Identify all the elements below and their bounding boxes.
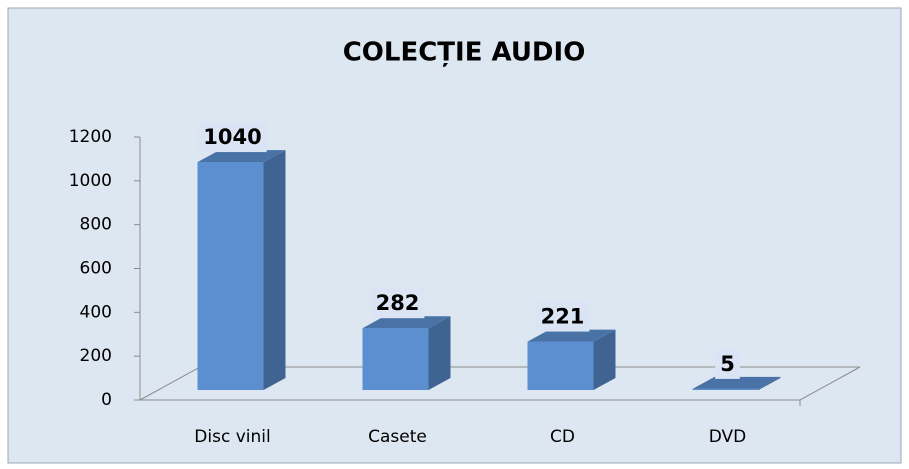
data-label: 282 [376,291,420,315]
y-tick-label: 800 [80,215,112,235]
data-label: 221 [541,305,585,329]
bar-side [758,376,781,390]
y-tick-label: 1200 [69,127,112,147]
bar-front [527,341,594,390]
y-tick-label: 200 [80,346,112,366]
x-tick-label: Casete [368,427,427,447]
bar-top [527,329,616,342]
bar-front [692,388,759,390]
bar-side [428,316,451,390]
bar-top [692,376,781,389]
data-label-background [535,301,590,332]
bar-side [593,329,616,390]
y-tick-label: 1000 [69,171,112,191]
x-tick-label: Disc vinil [194,427,270,447]
y-tick-label: 600 [80,259,112,279]
bar-top [362,316,451,329]
x-tick-label: DVD [709,427,747,447]
chart-title: COLECȚIE AUDIO [343,38,586,68]
floor [139,366,861,401]
bar-front [362,328,429,390]
bar-front [197,162,264,390]
data-label-background [370,288,425,319]
data-label-background [198,122,267,153]
bar-top [197,150,286,163]
bar-side [263,150,286,390]
y-tick-label: 400 [80,302,112,322]
chart-background [7,7,902,464]
y-tick-label: 0 [101,390,112,410]
data-label: 5 [720,352,735,376]
data-label: 1040 [203,125,261,149]
x-tick-label: CD [550,427,575,447]
data-label-background [715,348,740,379]
